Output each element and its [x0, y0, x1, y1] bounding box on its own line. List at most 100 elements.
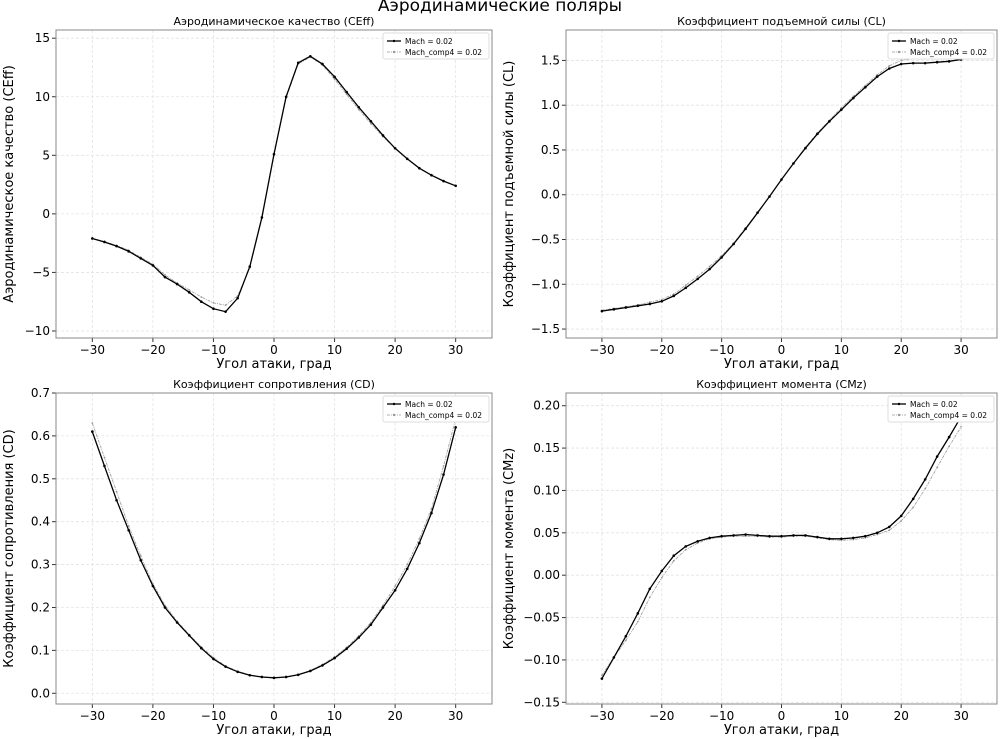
data-point: [900, 59, 903, 62]
data-point: [115, 498, 118, 502]
data-point: [103, 240, 106, 244]
legend: Mach = 0.02 Mach_comp4 = 0.02: [887, 32, 995, 60]
data-point: [91, 430, 94, 433]
data-point: [321, 664, 324, 667]
legend-box: [382, 395, 490, 423]
legend-label: Mach = 0.02: [910, 37, 958, 46]
data-point: [624, 306, 628, 309]
data-point: [887, 525, 891, 529]
y-tick-label: 0.3: [31, 558, 50, 572]
x-tick-label: −10: [201, 709, 226, 723]
data-point: [780, 178, 783, 181]
data-point: [381, 134, 385, 137]
data-point: [840, 108, 843, 111]
data-point: [430, 507, 433, 510]
subplot-title: Коэффициент подъемной силы (CL): [677, 15, 886, 28]
y-axis-label: Аэродинамическое качество (CEff): [2, 65, 17, 303]
data-point: [139, 555, 142, 557]
data-point: [369, 122, 372, 125]
x-axis-label: Угол атаки, град: [724, 723, 839, 738]
data-point: [947, 435, 951, 439]
data-point: [393, 589, 397, 592]
y-tick-label: 0.5: [541, 143, 560, 157]
data-point: [648, 596, 651, 599]
x-tick-label: 20: [894, 709, 909, 723]
legend-marker: [897, 39, 901, 43]
y-tick-label: 0.5: [31, 472, 50, 486]
subplot-1: −30 −20 −10 0 10 20 30 −10 −5 0 5 10 15 Аэродинамичес…: [2, 15, 493, 372]
x-tick-label: 20: [387, 343, 402, 357]
data-point: [899, 62, 903, 66]
data-point: [768, 195, 771, 198]
data-point: [624, 634, 628, 638]
legend-marker: [897, 50, 901, 54]
data-point: [309, 55, 312, 58]
y-tick-label: 0.20: [533, 399, 560, 413]
data-point: [792, 534, 795, 537]
data-point: [744, 533, 747, 536]
x-tick-label: 30: [448, 343, 463, 357]
data-point: [696, 277, 699, 281]
data-point: [345, 647, 348, 650]
x-tick-label: 30: [953, 709, 968, 723]
x-tick-label: 30: [953, 343, 968, 357]
x-tick-label: 20: [894, 343, 909, 357]
data-point: [394, 585, 397, 587]
legend-label: Mach_comp4 = 0.02: [405, 48, 482, 57]
data-point: [600, 677, 604, 680]
data-point: [684, 548, 687, 551]
data-point: [345, 93, 348, 96]
data-point: [684, 545, 688, 548]
data-point: [888, 64, 891, 67]
data-point: [139, 558, 143, 562]
x-tick-label: −20: [649, 709, 674, 723]
y-tick-label: 5: [42, 148, 50, 162]
y-tick-label: 1.0: [541, 98, 560, 112]
x-tick-label: −10: [709, 343, 734, 357]
y-tick-label: 15: [35, 31, 50, 45]
y-axis-label: Коэффициент момента (CMz): [502, 448, 517, 650]
legend-label: Mach = 0.02: [405, 400, 453, 409]
subplot-3: −30 −20 −10 0 10 20 30 0.0 0.1 0.2 0.3 0.4 0.5 0.6 0.7…: [2, 378, 493, 738]
data-point: [103, 464, 106, 468]
data-point: [601, 674, 603, 677]
data-point: [804, 146, 807, 150]
y-tick-label: −10: [25, 324, 50, 338]
data-point: [660, 299, 664, 303]
data-point: [260, 216, 264, 219]
data-point: [212, 657, 215, 661]
x-tick-label: −20: [140, 709, 165, 723]
data-point: [684, 284, 687, 287]
data-point: [309, 669, 312, 673]
x-axis-label: Угол атаки, град: [216, 357, 331, 372]
data-point: [708, 536, 711, 540]
y-tick-label: −0.15: [523, 695, 560, 709]
data-point: [744, 535, 747, 538]
data-point: [369, 120, 373, 123]
x-tick-label: 0: [778, 709, 786, 723]
data-point: [864, 86, 867, 89]
data-point: [442, 473, 445, 476]
data-point: [333, 78, 336, 81]
data-point: [923, 61, 927, 65]
data-point: [175, 282, 179, 286]
y-tick-label: −5: [32, 265, 50, 279]
data-point: [139, 257, 143, 260]
data-point: [935, 455, 939, 458]
legend-label: Mach_comp4 = 0.02: [910, 411, 987, 420]
y-tick-label: 10: [35, 90, 50, 104]
data-point: [876, 73, 879, 76]
data-point: [248, 673, 252, 677]
x-tick-label: −20: [140, 343, 165, 357]
data-point: [780, 534, 783, 538]
x-tick-label: −30: [589, 709, 614, 723]
data-point: [454, 184, 457, 188]
legend-marker: [392, 413, 396, 417]
data-point: [260, 675, 264, 679]
data-point: [899, 514, 903, 518]
data-point: [935, 60, 939, 64]
data-point: [792, 162, 795, 165]
legend-marker: [392, 39, 396, 43]
subplot-2: −30 −20 −10 0 10 20 30 −1.5 −1.0 −0.5 0.0 0.5 1.0 1.5…: [502, 15, 998, 372]
data-point: [430, 511, 433, 515]
